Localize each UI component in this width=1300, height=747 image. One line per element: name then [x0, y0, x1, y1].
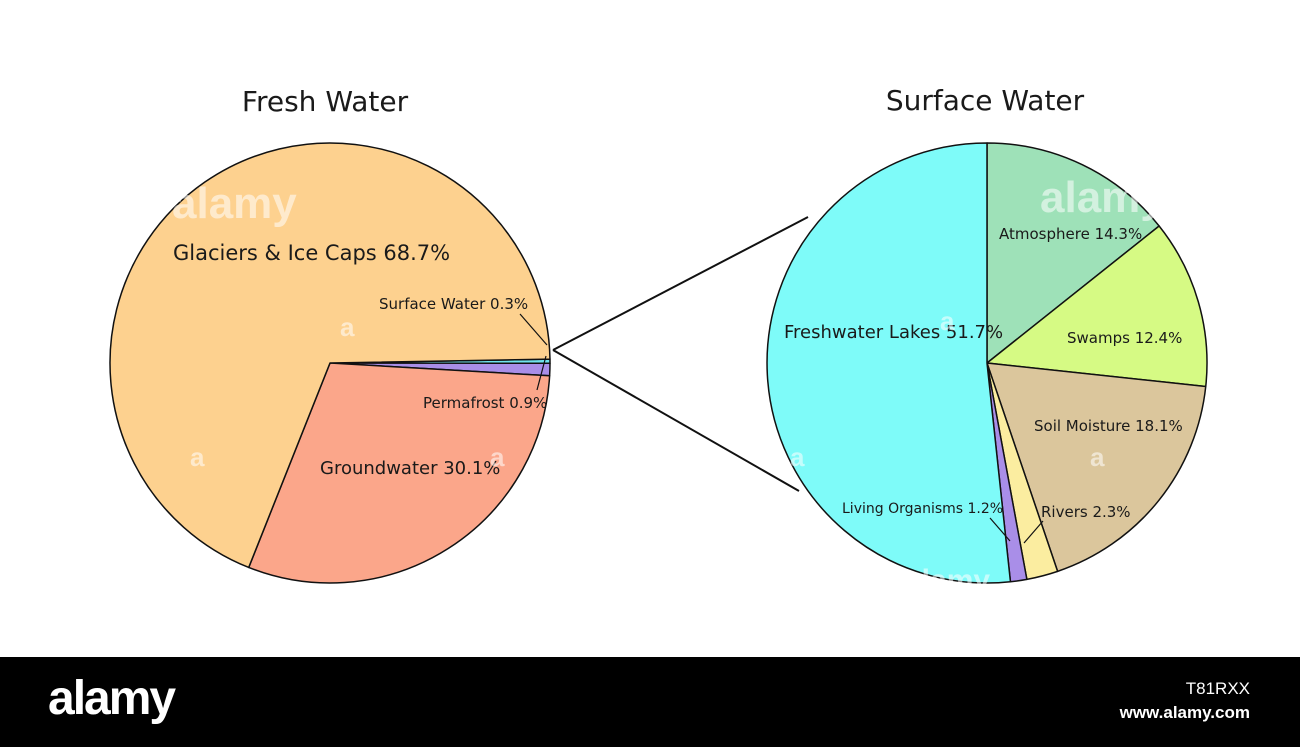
- label-glaciers: Glaciers & Ice Caps 68.7%: [173, 241, 450, 265]
- leader-living-organisms: [989, 517, 1011, 542]
- watermark-right: alamy: [1040, 173, 1165, 222]
- fresh-water-title: Fresh Water: [242, 85, 409, 118]
- label-surface-water: Surface Water 0.3%: [379, 295, 528, 313]
- leader-rivers: [1023, 520, 1044, 544]
- footer-image-id: T81RXX: [1185, 679, 1250, 698]
- zoom-connector-upper: [552, 216, 809, 351]
- label-rivers: Rivers 2.3%: [1041, 503, 1131, 521]
- chart-area: Fresh Water Surface Water Glaciers & Ice…: [109, 84, 1208, 597]
- watermark-mark-6: a: [1090, 442, 1105, 472]
- fresh-water-pie: [109, 142, 551, 584]
- label-freshwater-lakes: Freshwater Lakes 51.7%: [784, 322, 1003, 343]
- footer-url: www.alamy.com: [1119, 703, 1250, 722]
- watermark-left: alamy: [172, 179, 297, 228]
- slice-swamps: [986, 225, 1208, 388]
- watermark-mark-4: a: [940, 306, 955, 336]
- zoom-connector-lower: [552, 349, 800, 492]
- slice-atmosphere: [986, 142, 1160, 364]
- slice-groundwater: [247, 362, 551, 584]
- label-atmosphere: Atmosphere 14.3%: [999, 225, 1142, 243]
- watermark-mark-5: a: [790, 442, 805, 472]
- label-groundwater: Groundwater 30.1%: [320, 458, 500, 479]
- label-soil-moisture: Soil Moisture 18.1%: [1034, 417, 1183, 435]
- footer-logo: alamy: [48, 672, 176, 725]
- label-swamps: Swamps 12.4%: [1067, 329, 1182, 347]
- surface-water-title: Surface Water: [886, 84, 1085, 117]
- watermark-mark-1: a: [340, 312, 355, 342]
- leader-permafrost: [536, 355, 547, 391]
- watermark-mark-3: a: [490, 442, 505, 472]
- slice-glaciers-ice-caps: [109, 142, 551, 569]
- label-living-organisms: Living Organisms 1.2%: [842, 501, 1003, 517]
- watermark-bottom: alamy: [905, 564, 990, 597]
- slice-soil-moisture: [986, 362, 1207, 573]
- slice-freshwater-lakes: [766, 142, 1012, 584]
- leader-surface-water: [519, 313, 548, 346]
- label-permafrost: Permafrost 0.9%: [423, 394, 547, 412]
- footer-bar: alamy T81RXX www.alamy.com: [0, 657, 1300, 747]
- watermark-mark-2: a: [190, 442, 205, 472]
